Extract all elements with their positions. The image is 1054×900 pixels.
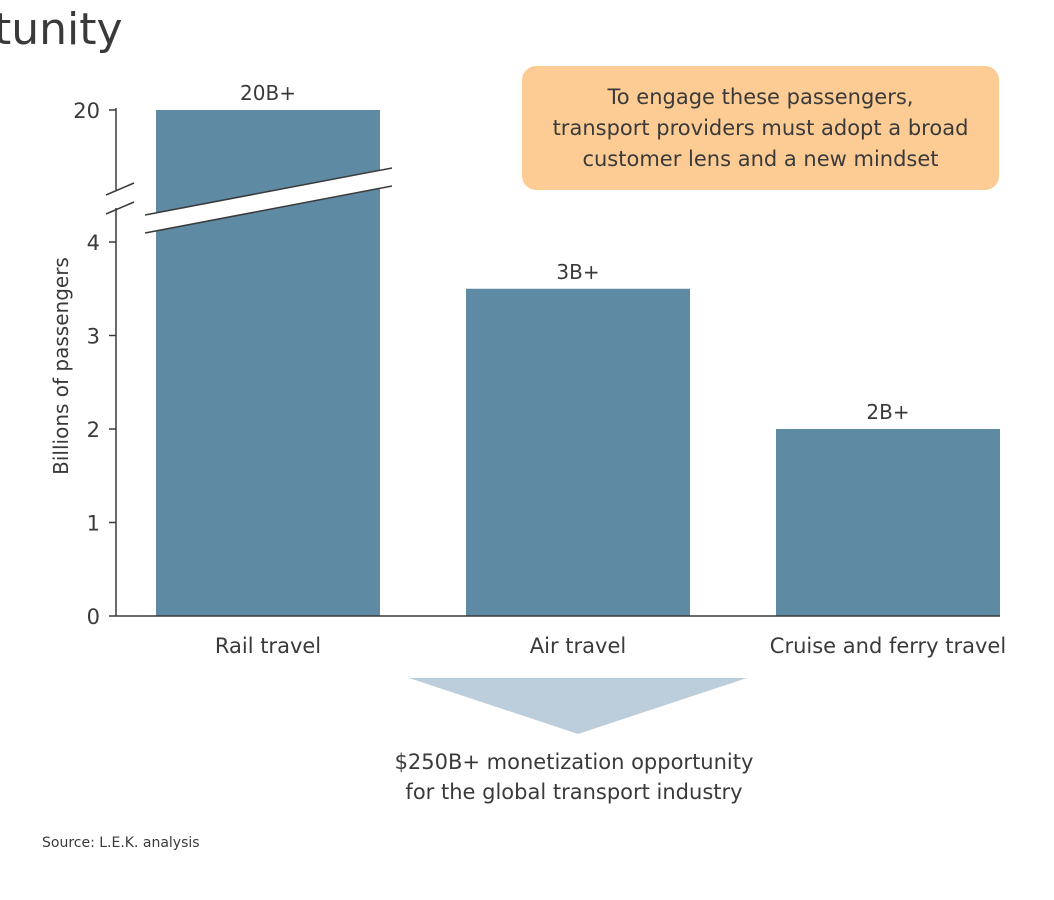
- axis-layer: 0 1 2 3 4 20 Billions of passengers: [49, 99, 1000, 629]
- callout-line-3: customer lens and a new mindset: [582, 146, 939, 171]
- bar-3: [776, 429, 1000, 616]
- y-tick-label-2: 2: [87, 418, 100, 442]
- callout-line-2: transport providers must adopt a broad: [552, 115, 969, 140]
- opportunity-line-2: for the global transport industry: [405, 780, 743, 804]
- y-axis-break-mark-2: [105, 201, 135, 215]
- y-tick-label-20: 20: [73, 99, 100, 123]
- category-label-1: Rail travel: [215, 634, 321, 658]
- category-label-3: Cruise and ferry travel: [770, 634, 1006, 658]
- data-label-2: 3B+: [556, 260, 599, 284]
- data-label-3: 2B+: [866, 400, 909, 424]
- page-title: tunity: [0, 4, 123, 55]
- source-note: Source: L.E.K. analysis: [42, 835, 200, 851]
- category-label-2: Air travel: [530, 634, 626, 658]
- callout-line-1: To engage these passengers,: [607, 84, 914, 109]
- y-axis-title: Billions of passengers: [49, 257, 73, 475]
- down-arrow-shape: [409, 678, 747, 734]
- bar-2: [466, 288, 690, 616]
- down-arrow-icon: [409, 678, 747, 734]
- y-tick-label-4: 4: [87, 231, 100, 255]
- data-label-1: 20B+: [240, 81, 296, 105]
- bar-chart: 0 1 2 3 4 20 Billions of passengers 20B+ Rail t…: [49, 81, 1006, 658]
- opportunity-text: $250B+ monetization opportunity for the …: [374, 747, 774, 807]
- callout-box: To engage these passengers, transport pr…: [522, 66, 999, 190]
- y-axis-break-mark-1: [105, 182, 135, 196]
- y-tick-label-3: 3: [87, 325, 100, 349]
- y-tick-label-1: 1: [87, 512, 100, 536]
- labels-layer: 20B+ Rail travel 3B+ Air travel 2B+ Cruise an…: [144, 81, 1006, 658]
- axis-break-line-bottom: [144, 185, 393, 234]
- axis-break-line-top: [144, 167, 393, 216]
- y-tick-label-0: 0: [87, 605, 100, 629]
- opportunity-line-1: $250B+ monetization opportunity: [394, 750, 754, 774]
- axis-break-gap: [145, 168, 392, 233]
